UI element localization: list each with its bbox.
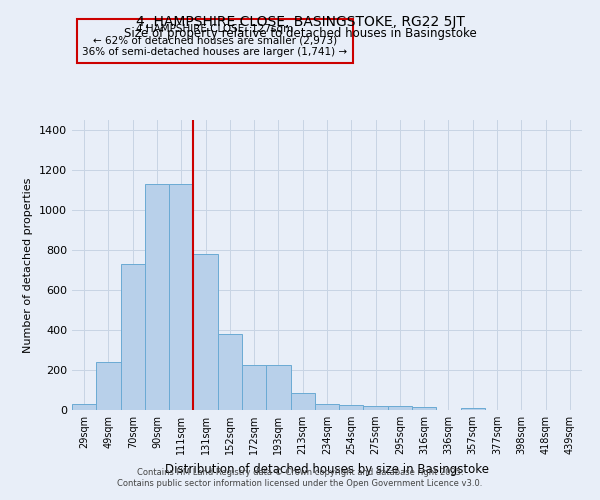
Bar xyxy=(169,184,193,410)
Bar xyxy=(388,406,412,410)
Bar xyxy=(364,406,388,410)
Text: Contains HM Land Registry data © Crown copyright and database right 2025.
Contai: Contains HM Land Registry data © Crown c… xyxy=(118,468,482,487)
Bar xyxy=(242,365,266,410)
X-axis label: Distribution of detached houses by size in Basingstoke: Distribution of detached houses by size … xyxy=(165,462,489,475)
Text: 4, HAMPSHIRE CLOSE, BASINGSTOKE, RG22 5JT: 4, HAMPSHIRE CLOSE, BASINGSTOKE, RG22 5J… xyxy=(136,15,464,29)
Text: 4 HAMPSHIRE CLOSE: 127sqm
← 62% of detached houses are smaller (2,973)
36% of se: 4 HAMPSHIRE CLOSE: 127sqm ← 62% of detac… xyxy=(82,24,347,58)
Bar xyxy=(96,362,121,410)
Bar xyxy=(412,407,436,410)
Bar xyxy=(266,365,290,410)
Bar xyxy=(339,405,364,410)
Y-axis label: Number of detached properties: Number of detached properties xyxy=(23,178,34,352)
Bar xyxy=(315,404,339,410)
Bar xyxy=(145,184,169,410)
Bar xyxy=(218,334,242,410)
Bar xyxy=(290,393,315,410)
Bar xyxy=(121,264,145,410)
Bar xyxy=(461,408,485,410)
Bar xyxy=(193,254,218,410)
Bar xyxy=(72,404,96,410)
Text: Size of property relative to detached houses in Basingstoke: Size of property relative to detached ho… xyxy=(124,28,476,40)
